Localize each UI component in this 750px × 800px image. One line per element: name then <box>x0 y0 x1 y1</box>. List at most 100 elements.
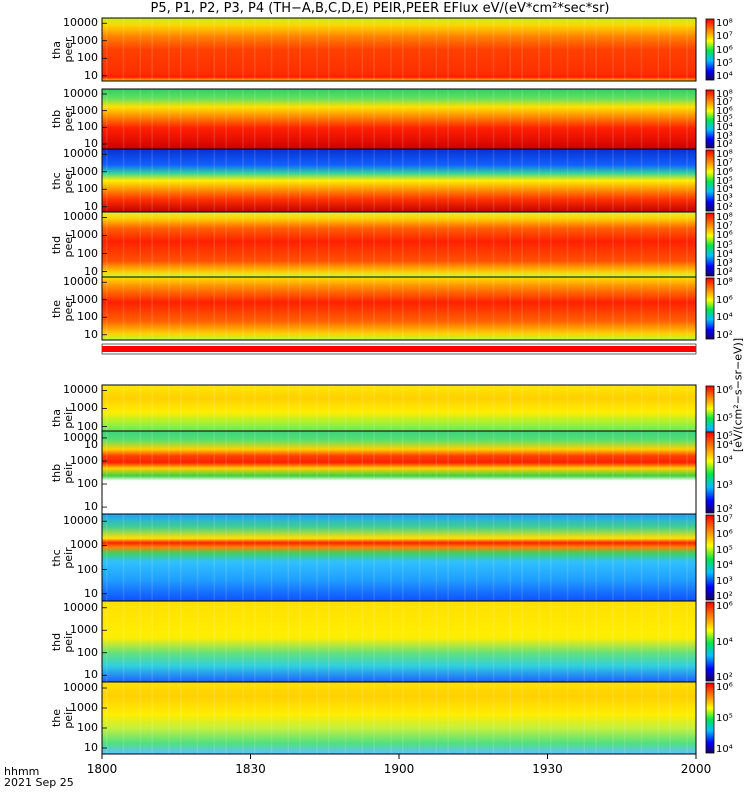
texture-stripe <box>624 89 626 149</box>
panel-thc-peer <box>101 148 715 213</box>
texture-stripe <box>669 89 671 149</box>
colorbar-thc-peir <box>705 514 715 601</box>
texture-stripe <box>180 277 182 340</box>
ytick-label: 100 <box>77 246 98 260</box>
colorbar-tick-label: 10⁶ <box>716 230 733 242</box>
texture-stripe <box>624 431 626 514</box>
ytick-label: 10 <box>84 586 98 600</box>
xtick-label: 2000 <box>680 762 712 776</box>
texture-stripe <box>624 601 626 682</box>
colorbar-tick-label: 10⁵ <box>716 114 733 125</box>
texture-stripe <box>464 514 466 601</box>
texture-stripe <box>686 385 688 450</box>
texture-stripe <box>270 385 273 450</box>
texture-stripe <box>270 601 273 682</box>
texture-stripe <box>583 601 586 682</box>
texture-stripe <box>106 682 108 754</box>
colorbar-thb-peer <box>705 89 715 149</box>
texture-stripe <box>640 149 643 212</box>
texture-stripe <box>492 514 495 601</box>
texture-stripe <box>287 277 290 340</box>
texture-stripe <box>435 89 438 149</box>
texture-stripe <box>640 385 643 450</box>
texture-stripe <box>213 431 216 514</box>
texture-stripe <box>168 212 170 277</box>
ytick-label: 100 <box>77 419 98 433</box>
texture-stripe <box>139 682 142 754</box>
panel-ylabel-the-peir: the peir <box>50 707 75 729</box>
texture-stripe <box>418 18 421 81</box>
texture-stripe <box>492 149 495 212</box>
texture-stripe <box>595 682 597 754</box>
texture-stripe <box>328 385 330 450</box>
colorbar-tick-label: 10⁸ <box>716 149 733 160</box>
texture-stripe <box>624 277 626 340</box>
spectrogram-tha-peer <box>102 18 696 81</box>
ytick-label: 10 <box>84 327 98 341</box>
texture-stripe <box>225 212 227 277</box>
texture-stripe <box>299 431 301 514</box>
texture-stripe <box>344 385 347 450</box>
texture-stripe <box>418 601 421 682</box>
texture-stripe <box>464 277 466 340</box>
panel-ylabel-thc-peer: thc peer <box>50 167 75 194</box>
texture-stripe <box>254 89 256 149</box>
texture-stripe <box>521 385 523 450</box>
colorbar-tick-label: 10⁸ <box>716 277 733 288</box>
texture-stripe <box>299 682 301 754</box>
texture-stripe <box>122 277 125 340</box>
texture-stripe <box>595 601 597 682</box>
texture-stripe <box>287 212 290 277</box>
ytick-label: 1000 <box>70 623 98 637</box>
texture-stripe <box>538 682 540 754</box>
colorbar-the-peer <box>705 277 715 340</box>
ytick-label: 100 <box>77 120 98 134</box>
colorbar-tick-label: 10⁸ <box>716 89 733 100</box>
texture-stripe <box>287 149 290 212</box>
chart-title: P5, P1, P2, P3, P4 (TH−A,B,C,D,E) PEIR,P… <box>150 1 610 16</box>
colorbar-tick-label: 10⁵ <box>716 431 733 442</box>
texture-stripe <box>373 514 375 601</box>
texture-stripe <box>686 682 688 754</box>
texture-stripe <box>476 18 478 81</box>
texture-stripe <box>328 431 330 514</box>
texture-stripe <box>657 431 660 514</box>
texture-stripe <box>447 18 449 81</box>
texture-stripe <box>139 277 142 340</box>
texture-stripe <box>151 212 153 277</box>
panel-tha-peer <box>101 17 715 82</box>
texture-stripe <box>180 89 182 149</box>
texture-stripe <box>287 682 290 754</box>
texture-stripe <box>550 601 552 682</box>
texture-stripe <box>254 212 256 277</box>
texture-stripe <box>521 149 523 212</box>
texture-stripe <box>509 277 512 340</box>
ytick-label: 10000 <box>63 87 98 100</box>
texture-stripe <box>612 277 614 340</box>
texture-stripe <box>447 149 449 212</box>
texture-stripe <box>435 601 438 682</box>
texture-stripe <box>151 89 153 149</box>
texture-stripe <box>686 514 688 601</box>
texture-stripe <box>328 18 330 81</box>
texture-stripe <box>344 601 347 682</box>
texture-stripe <box>550 277 552 340</box>
ytick-label: 100 <box>77 182 98 196</box>
texture-stripe <box>287 431 290 514</box>
texture-stripe <box>316 89 318 149</box>
colorbar-tick-label: 10² <box>716 267 733 278</box>
texture-stripe <box>151 385 153 450</box>
ytick-label: 10000 <box>63 514 98 528</box>
texture-stripe <box>196 682 199 754</box>
texture-stripe <box>686 431 688 514</box>
texture-stripe <box>390 149 392 212</box>
ytick-label: 10 <box>84 500 98 514</box>
ytick-label: 1000 <box>70 538 98 552</box>
texture-stripe <box>196 431 199 514</box>
colorbar-tick-label: 10³ <box>716 257 733 269</box>
texture-stripe <box>344 514 347 601</box>
texture-stripe <box>538 18 540 81</box>
texture-stripe <box>254 514 256 601</box>
colorbar-tick-label: 10⁶ <box>716 601 733 612</box>
